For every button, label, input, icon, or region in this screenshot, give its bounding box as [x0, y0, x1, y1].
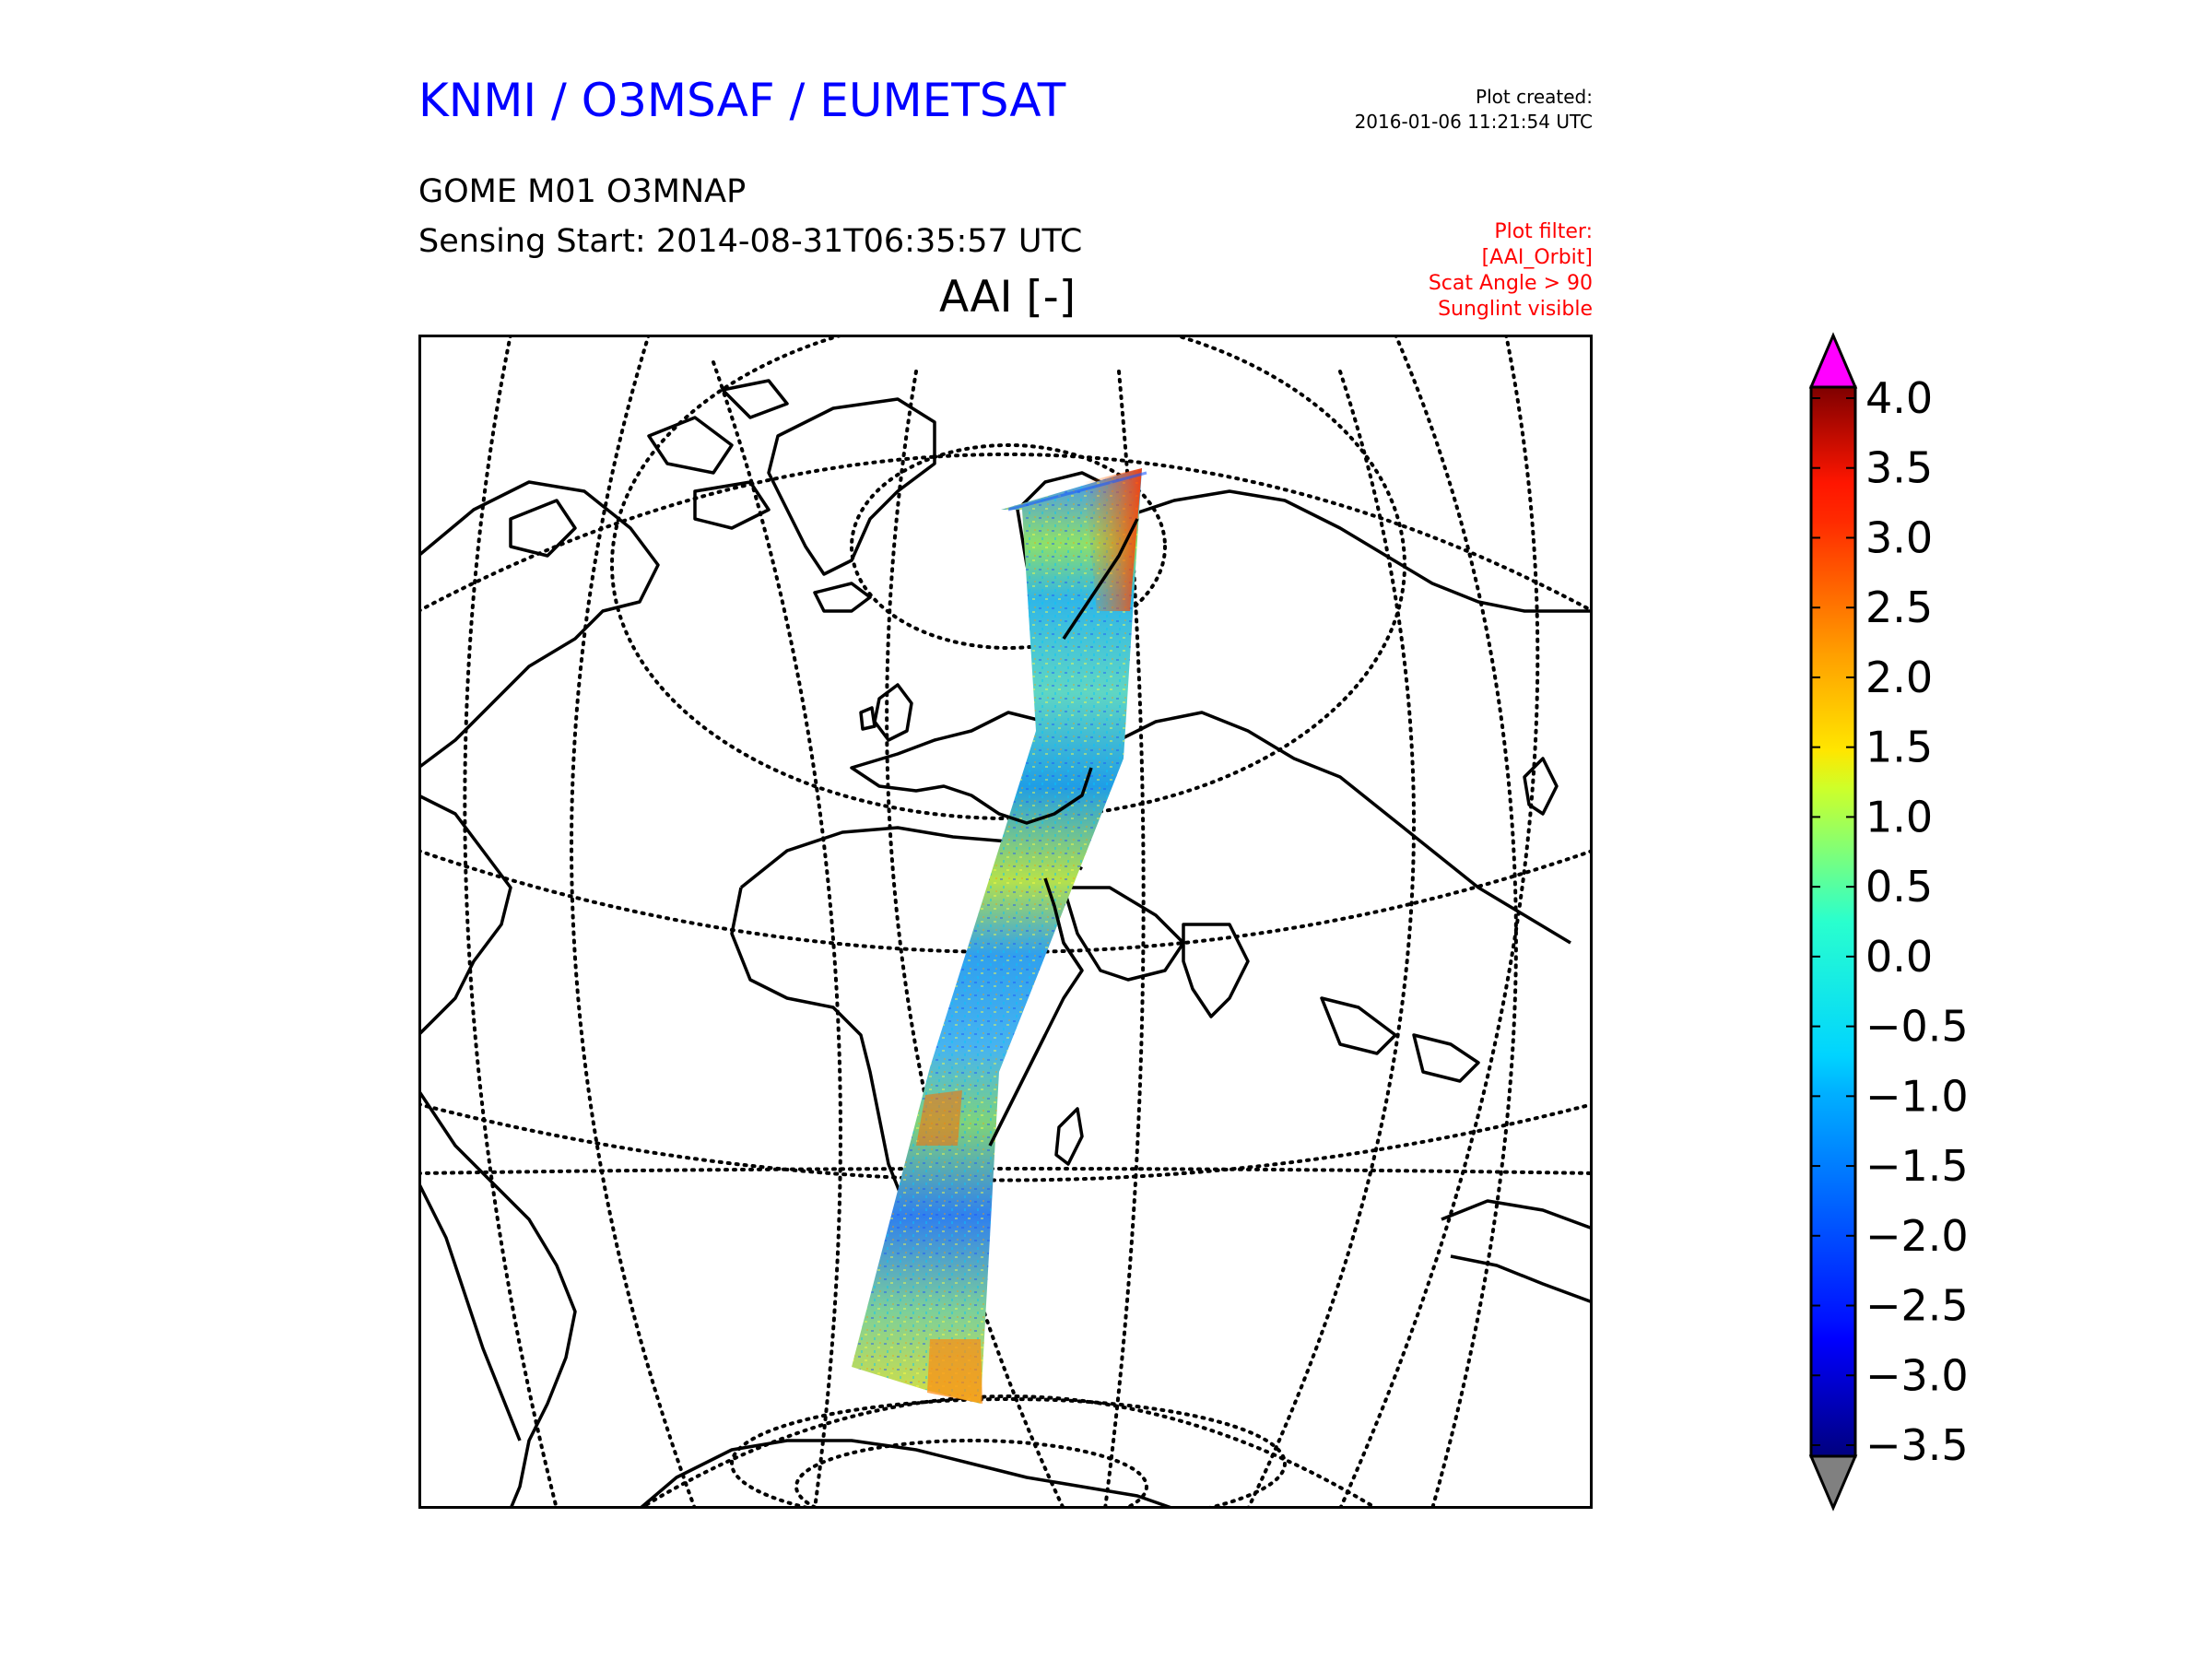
colorbar-tick-label: 1.0: [1865, 792, 1933, 841]
colorbar-tick-label: −0.5: [1865, 1002, 1969, 1052]
filter-line-label: Plot filter:: [1494, 220, 1593, 243]
colorbar-tick-label: 2.5: [1865, 582, 1933, 632]
colorbar-tick-label: −1.5: [1865, 1141, 1969, 1191]
colorbar-under-triangle: [1808, 1454, 1858, 1512]
colorbar-gradient: [1809, 385, 1857, 1458]
colorbar-tick-label: 3.0: [1865, 512, 1933, 562]
colorbar-tick-label: 3.5: [1865, 443, 1933, 493]
colorbar-tick-label: 4.0: [1865, 373, 1933, 423]
orbit-swath: [852, 468, 1147, 1404]
plot-created-value: 2016-01-06 11:21:54 UTC: [1354, 111, 1593, 133]
coastlines-over-swath: [988, 518, 1139, 1147]
colorbar-tick-label: −2.5: [1865, 1281, 1969, 1331]
product-name: GOME M01 O3MNAP: [418, 173, 747, 210]
colorbar-over-triangle: [1808, 332, 1858, 389]
map-panel: [418, 335, 1593, 1509]
filter-line-scat-angle: Scat Angle > 90: [1428, 271, 1593, 295]
plot-created-stamp: Plot created: 2016-01-06 11:21:54 UTC: [1355, 85, 1593, 135]
colorbar-tick-label: 0.0: [1865, 932, 1933, 982]
colorbar-ticks: 4.0 3.5 3.0 2.5 2.0 1.5 1.0 0.5 0.0 −0.5 −1.0 −1.5 −…: [1811, 373, 1969, 1470]
header-title: KNMI / O3MSAF / EUMETSAT: [418, 74, 1066, 127]
colorbar-tick-label: −3.0: [1865, 1350, 1969, 1400]
colorbar-tick-label: 0.5: [1865, 862, 1933, 912]
sensing-start: Sensing Start: 2014-08-31T06:35:57 UTC: [418, 223, 1083, 260]
colorbar-tick-label: −2.0: [1865, 1211, 1969, 1261]
colorbar-tick-label: −3.5: [1865, 1420, 1969, 1470]
plot-filter: Plot filter: [AAI_Orbit] Scat Angle > 90…: [1429, 219, 1593, 323]
map-border: [418, 335, 1593, 1509]
map-title: AAI [-]: [939, 272, 1077, 323]
colorbar-tick-label: 1.5: [1865, 723, 1933, 772]
colorbar: 4.0 3.5 3.0 2.5 2.0 1.5 1.0 0.5 0.0 −0.5 −1.0 −1.5 −…: [1808, 332, 1969, 1512]
colorbar-tick-label: −1.0: [1865, 1071, 1969, 1121]
colorbar-tick-label: 2.0: [1865, 653, 1933, 702]
filter-line-sunglint: Sunglint visible: [1438, 297, 1593, 321]
plot-created-label: Plot created:: [1476, 86, 1593, 108]
filter-line-orbit: [AAI_Orbit]: [1481, 245, 1593, 269]
